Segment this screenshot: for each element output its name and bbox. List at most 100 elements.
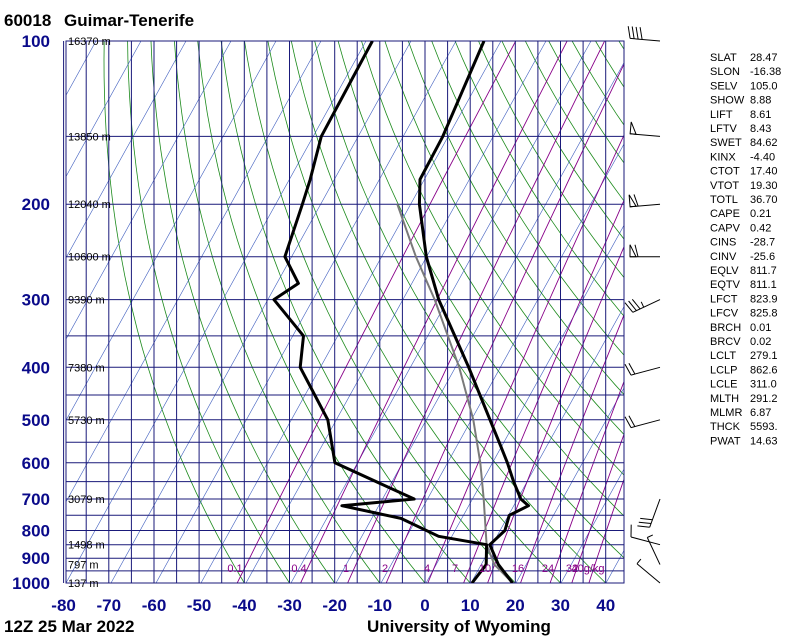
mixing-ratio-line [427, 134, 624, 583]
index-value: 28.47 [750, 52, 778, 64]
moist-adiabat [66, 41, 322, 503]
moist-adiabat [290, 41, 592, 583]
barb-flag [634, 244, 639, 257]
station-name: Guimar-Tenerife [64, 11, 194, 30]
index-name: LCLP [710, 364, 738, 376]
dry-adiabat [431, 41, 624, 356]
mixing-ratio-label: 32 [566, 563, 578, 575]
pressure-tick-label: 700 [22, 490, 50, 509]
moist-adiabat [110, 41, 412, 583]
dry-adiabat [524, 41, 624, 202]
mixing-ratio-label: 4 [424, 563, 430, 575]
barb-flag [624, 416, 632, 428]
index-value: 84.62 [750, 137, 778, 149]
pressure-tick-label: 500 [22, 411, 50, 430]
height-labels: 16370 m 13850 m 12040 m 10600 m 9390 m 7380 m… [68, 36, 111, 590]
temperature-tick-label: -40 [232, 596, 257, 615]
dewpoint-line [272, 41, 489, 583]
height-label: 5730 m [68, 415, 105, 427]
index-name: CINV [710, 251, 737, 263]
wind-barb [646, 534, 661, 565]
height-label: 7380 m [68, 362, 105, 374]
index-value: 14.63 [750, 435, 778, 447]
index-value: 862.6 [750, 364, 778, 376]
temperature-tick-label: -20 [322, 596, 347, 615]
wind-barb [629, 244, 660, 258]
temperature-tick-label: 0 [420, 596, 429, 615]
index-name: CAPE [710, 208, 740, 220]
barb-pennant [628, 194, 637, 208]
pressure-tick-label: 100 [22, 32, 50, 51]
index-name: EQLV [710, 265, 739, 277]
index-name: CTOT [710, 166, 740, 178]
station-id: 60018 [4, 11, 51, 30]
dry-adiabat [103, 41, 245, 583]
plot-frame [65, 40, 625, 584]
height-label: 10600 m [68, 252, 111, 264]
pressure-tick-label: 200 [22, 195, 50, 214]
pressure-tick-label: 800 [22, 522, 50, 541]
temperature-tick-label: 30 [551, 596, 570, 615]
index-value: 825.8 [750, 308, 778, 320]
index-name: BRCV [710, 336, 741, 348]
barb-staff [630, 366, 661, 376]
dry-adiabat [267, 41, 561, 583]
index-value: 823.9 [750, 293, 778, 305]
moist-adiabat [470, 305, 624, 583]
mixing-ratio-label: 0.1 [227, 563, 242, 575]
height-label: 16370 m [68, 36, 111, 48]
index-name: THCK [710, 421, 741, 433]
index-value: 105.0 [750, 80, 778, 92]
dry-adiabat [478, 41, 624, 279]
mixing-ratio-line [588, 477, 624, 583]
barb-flag [627, 26, 631, 39]
barb-flag [635, 26, 639, 40]
index-value: 0.21 [750, 208, 771, 220]
moist-adiabat [380, 143, 624, 583]
barb-staff [636, 563, 661, 584]
mixing-ratio-line [549, 380, 624, 583]
index-value: 8.43 [750, 123, 771, 135]
mixing-ratio-label: 40g/kg [571, 563, 604, 575]
wind-barb [628, 194, 661, 208]
moist-adiabat [66, 41, 367, 583]
barb-flag [637, 525, 650, 528]
mixing-ratio-line [385, 63, 624, 583]
height-label: 1498 m [68, 540, 105, 552]
mixing-ratio-line [571, 433, 624, 583]
index-value: 6.87 [750, 407, 771, 419]
barb-flag [631, 298, 641, 310]
barb-flag [628, 300, 637, 311]
index-name: BRCH [710, 322, 741, 334]
dry-adiabat [244, 41, 516, 583]
temperature-tick-label: -80 [51, 596, 76, 615]
barb-flag [640, 517, 653, 521]
dry-adiabat [361, 41, 624, 476]
index-name: SLON [710, 66, 740, 78]
profiles [272, 41, 530, 583]
parcel-path-line [396, 203, 514, 583]
wind-barb [627, 26, 661, 42]
pressure-tick-labels: 100 200 300 400 500 600 700 800 900 1000 [12, 32, 50, 593]
index-name: LFTV [710, 123, 738, 135]
index-value: 811.1 [750, 279, 777, 291]
barb-staff [649, 498, 661, 528]
pressure-tick-label: 400 [22, 358, 50, 377]
index-name: SHOW [710, 95, 745, 107]
moist-adiabat [786, 41, 800, 583]
mixing-ratio-line [520, 313, 624, 583]
indices-table: SLAT 28.47 SLON -16.38 SELV 105.0 SHOW 8.88 LIFT… [710, 52, 781, 447]
pressure-tick-label: 900 [22, 549, 50, 568]
dry-adiabat [501, 41, 624, 240]
barb-flag [628, 415, 636, 427]
index-value: 17.40 [750, 166, 778, 178]
index-value: -25.6 [750, 251, 775, 263]
mixing-ratio-label: 24 [542, 563, 554, 575]
moist-adiabat [66, 41, 232, 340]
moist-adiabat [0, 41, 6, 583]
index-value: 811.7 [750, 265, 777, 277]
index-name: SLAT [710, 52, 737, 64]
index-name: LCLE [710, 379, 738, 391]
mixing-ratio-label: 0.4 [291, 563, 306, 575]
